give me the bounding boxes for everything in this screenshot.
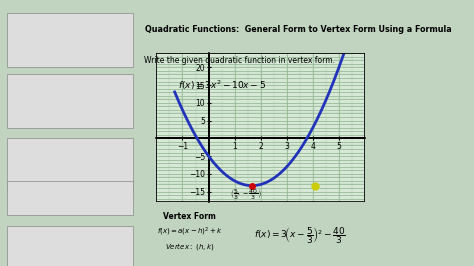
Text: $\left(\dfrac{5}{3}, -\dfrac{40}{3}\right)$: $\left(\dfrac{5}{3}, -\dfrac{40}{3}\righ… bbox=[229, 187, 262, 201]
Bar bbox=[156, 53, 365, 202]
FancyBboxPatch shape bbox=[7, 181, 133, 215]
Text: $f(x) = a(x - h)^2 + k$: $f(x) = a(x - h)^2 + k$ bbox=[157, 226, 222, 238]
Text: Quadratic Functions:  General Form to Vertex Form Using a Formula: Quadratic Functions: General Form to Ver… bbox=[146, 25, 452, 34]
Text: $\it{Vertex:\ (h,k)}$: $\it{Vertex:\ (h,k)}$ bbox=[165, 242, 214, 252]
Text: $f(x) = 3\!\left(x - \dfrac{5}{3}\right)^{\!2} - \dfrac{40}{3}$: $f(x) = 3\!\left(x - \dfrac{5}{3}\right)… bbox=[254, 225, 346, 246]
FancyBboxPatch shape bbox=[7, 74, 133, 128]
FancyBboxPatch shape bbox=[7, 138, 133, 192]
FancyBboxPatch shape bbox=[7, 226, 133, 266]
Text: Write the given quadratic function in vertex form.: Write the given quadratic function in ve… bbox=[144, 56, 335, 65]
FancyBboxPatch shape bbox=[7, 13, 133, 66]
Text: $f(x) = 3x^2 - 10x - 5$: $f(x) = 3x^2 - 10x - 5$ bbox=[178, 78, 266, 92]
Text: Vertex Form: Vertex Form bbox=[163, 212, 216, 221]
